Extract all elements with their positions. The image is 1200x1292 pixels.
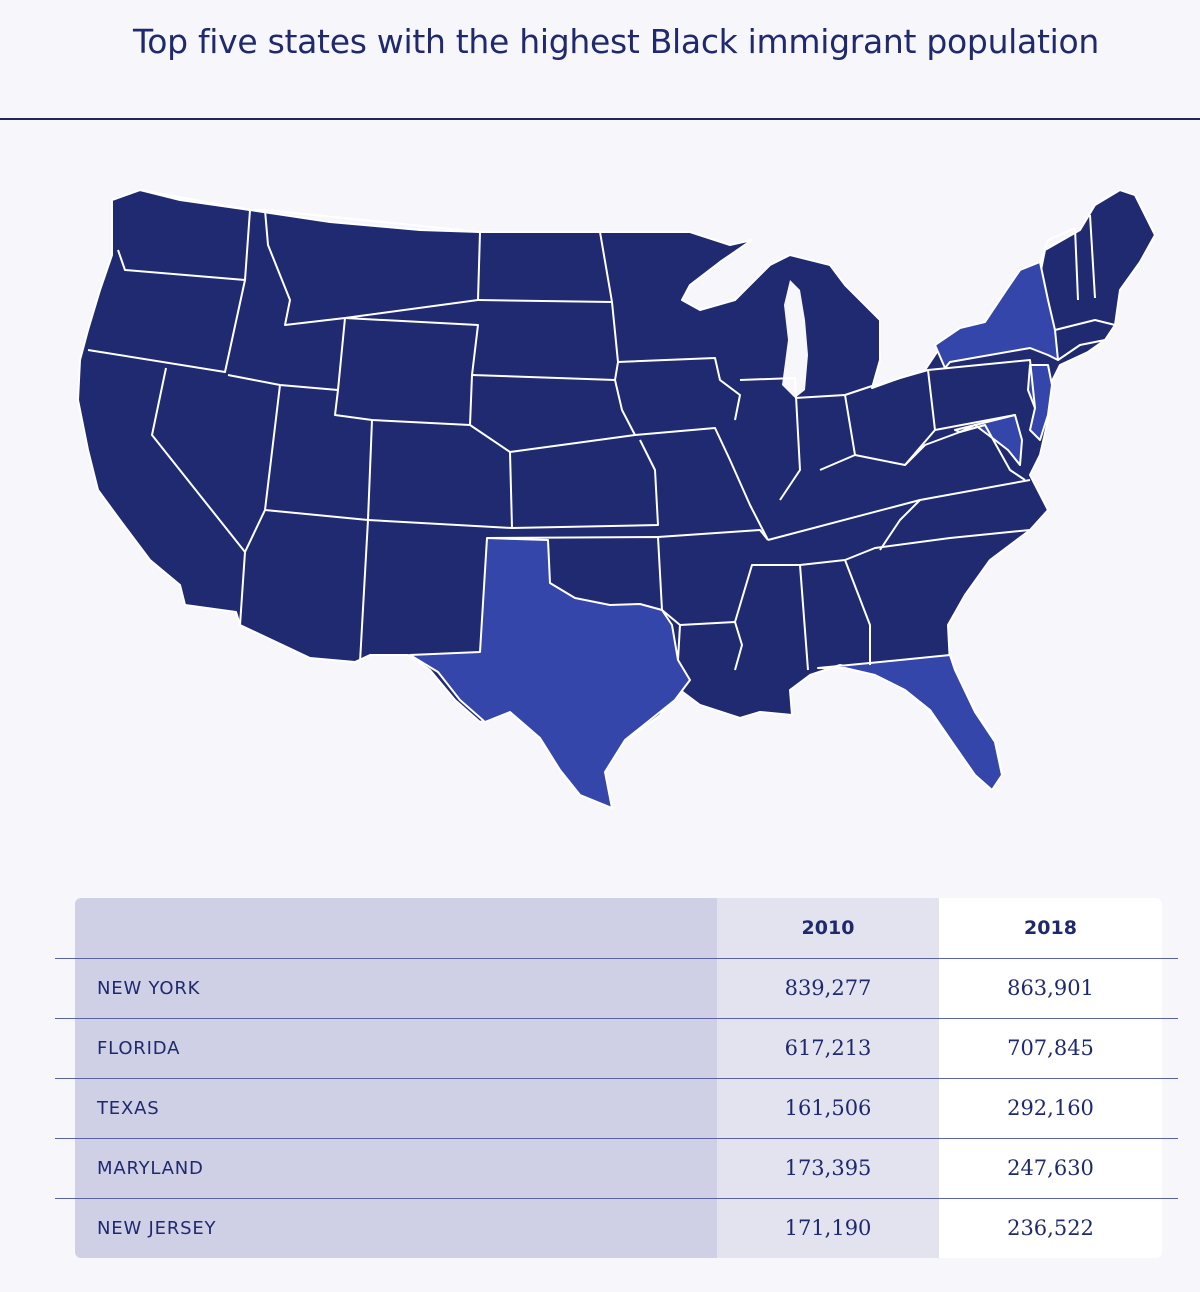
row-value-2010: 839,277 xyxy=(784,976,872,1000)
florida-shape xyxy=(817,654,1003,791)
row-state-label: NEW JERSEY xyxy=(97,1217,217,1239)
table-row-divider xyxy=(55,1138,1178,1139)
row-value-2018: 236,522 xyxy=(1007,1216,1094,1240)
table-row-divider xyxy=(55,1198,1178,1199)
state-borders xyxy=(87,189,1116,671)
row-value-2018: 863,901 xyxy=(1007,976,1094,1000)
table-row-divider xyxy=(55,1078,1178,1079)
row-value-2010: 161,506 xyxy=(784,1096,872,1120)
title-divider xyxy=(0,118,1200,120)
row-value-2010: 171,190 xyxy=(784,1216,872,1240)
header-2010: 2010 xyxy=(801,917,855,939)
row-state-label: NEW YORK xyxy=(97,977,201,999)
row-value-2018: 247,630 xyxy=(1007,1156,1094,1180)
new-york-shape xyxy=(934,261,1059,369)
row-state-label: TEXAS xyxy=(97,1097,160,1119)
row-value-2010: 617,213 xyxy=(784,1036,872,1060)
texas-shape xyxy=(409,537,691,809)
us-map xyxy=(77,189,1156,809)
row-value-2018: 292,160 xyxy=(1007,1096,1094,1120)
us-landmass xyxy=(77,189,1156,809)
table-row-divider xyxy=(55,958,1178,959)
row-value-2010: 173,395 xyxy=(784,1156,872,1180)
row-state-label: FLORIDA xyxy=(97,1037,181,1059)
row-value-2018: 707,845 xyxy=(1007,1036,1094,1060)
lake-michigan xyxy=(782,280,808,398)
row-state-label: MARYLAND xyxy=(97,1157,204,1179)
new-jersey-shape xyxy=(1027,364,1053,441)
table-row-divider xyxy=(55,1018,1178,1019)
header-2018: 2018 xyxy=(1024,917,1077,939)
page-title: Top five states with the highest Black i… xyxy=(133,22,1099,61)
